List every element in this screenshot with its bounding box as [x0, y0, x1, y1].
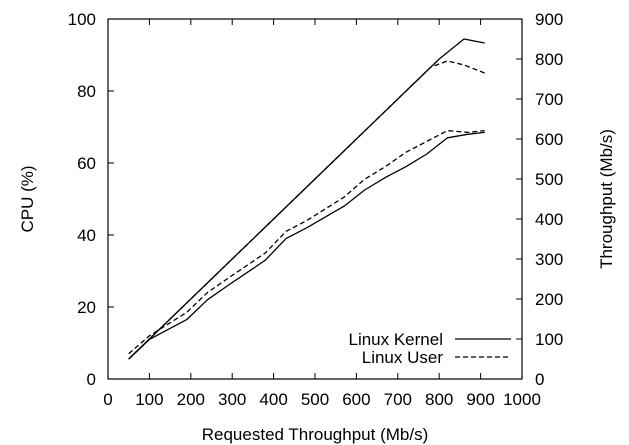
x-tick-label: 600: [342, 390, 370, 409]
y2-axis-label: Throughput (Mb/s): [597, 129, 616, 269]
y2-tick-label: 700: [535, 90, 563, 109]
y-axis-ticks: 0 20 40 60 80 100: [68, 10, 114, 389]
y2-tick-label: 600: [535, 130, 563, 149]
y-tick-label: 0: [87, 370, 96, 389]
series-lines: [128, 38, 485, 360]
y2-tick-label: 900: [535, 10, 563, 29]
y-tick-label: 80: [77, 82, 96, 101]
y-tick-label: 60: [77, 154, 96, 173]
x-axis-ticks: 0 100 200 300 400 500 600 700 800 900 1000: [103, 19, 541, 409]
y2-tick-label: 100: [535, 330, 563, 349]
legend-label-linux-user: Linux User: [362, 348, 444, 367]
x-tick-label: 900: [466, 390, 494, 409]
y-tick-label: 100: [68, 10, 96, 29]
y2-axis-ticks: 0 100 200 300 400 500 600 700 800 900: [516, 10, 563, 389]
series-line-2: [128, 131, 485, 360]
legend: Linux Kernel Linux User: [348, 330, 511, 367]
x-tick-label: 0: [103, 390, 112, 409]
x-tick-label: 200: [177, 390, 205, 409]
x-tick-label: 700: [384, 390, 412, 409]
x-tick-label: 400: [259, 390, 287, 409]
y2-tick-label: 800: [535, 50, 563, 69]
y-tick-label: 40: [77, 226, 96, 245]
series-line-3: [128, 129, 485, 355]
y2-tick-label: 0: [535, 370, 544, 389]
y2-tick-label: 400: [535, 210, 563, 229]
x-tick-label: 1000: [503, 390, 541, 409]
legend-entry-linux-user: Linux User: [362, 348, 511, 367]
y-axis-label: CPU (%): [18, 165, 37, 232]
x-tick-label: 500: [301, 390, 329, 409]
y2-tick-label: 300: [535, 250, 563, 269]
y2-tick-label: 200: [535, 290, 563, 309]
series-line-1: [128, 60, 485, 360]
y2-tick-label: 500: [535, 170, 563, 189]
legend-entry-linux-kernel: Linux Kernel: [348, 330, 511, 349]
x-tick-label: 300: [218, 390, 246, 409]
x-tick-label: 800: [425, 390, 453, 409]
legend-label-linux-kernel: Linux Kernel: [348, 330, 443, 349]
plot-frame: [107, 18, 523, 380]
x-tick-label: 100: [135, 390, 163, 409]
x-axis-label: Requested Throughput (Mb/s): [202, 425, 428, 444]
y-tick-label: 20: [77, 298, 96, 317]
series-line-0: [128, 38, 485, 360]
